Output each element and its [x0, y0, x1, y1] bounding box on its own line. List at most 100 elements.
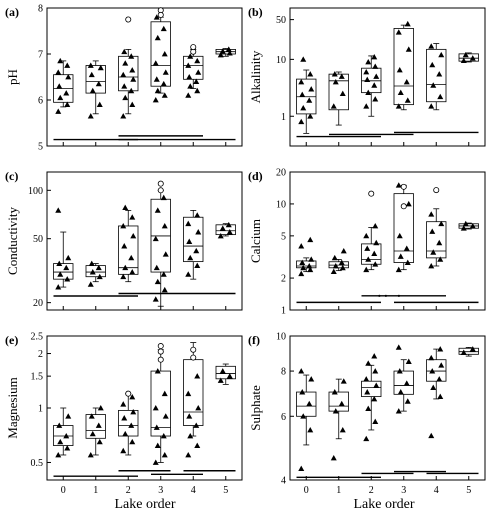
data-point — [160, 80, 167, 87]
data-point — [395, 266, 402, 273]
data-point — [306, 262, 313, 269]
x-tick-label: 5 — [466, 485, 471, 496]
data-point — [153, 264, 160, 271]
data-point — [193, 78, 200, 84]
data-point — [371, 395, 378, 402]
x-tick-label: 3 — [401, 485, 406, 496]
data-point — [298, 243, 305, 249]
data-point — [438, 51, 445, 58]
y-tick-label: 100 — [28, 186, 43, 197]
data-point — [462, 220, 469, 227]
data-point — [331, 254, 338, 261]
y-tick-label: 0.5 — [31, 458, 44, 469]
plot-frame — [46, 335, 243, 481]
box — [393, 370, 414, 395]
data-point — [129, 438, 136, 445]
data-point — [128, 87, 135, 94]
data-point — [121, 415, 128, 421]
data-point — [57, 271, 64, 277]
data-point — [161, 390, 168, 397]
data-point — [428, 262, 435, 269]
data-point — [130, 409, 137, 415]
data-point — [460, 225, 467, 231]
data-point — [404, 398, 411, 404]
box — [215, 365, 236, 380]
y-axis-title: Calcium — [248, 219, 263, 263]
y-tick-label: 50 — [276, 15, 286, 26]
data-point — [56, 422, 63, 428]
data-point — [122, 430, 129, 437]
data-point — [153, 14, 160, 20]
data-point — [185, 92, 192, 98]
box — [183, 216, 204, 263]
plot-frame — [289, 171, 486, 311]
outlier-point — [190, 44, 197, 51]
data-point — [122, 204, 129, 211]
data-point — [186, 413, 193, 419]
data-point — [154, 368, 161, 374]
data-point — [128, 422, 135, 428]
data-point — [395, 29, 402, 35]
data-point — [217, 377, 224, 383]
data-point — [298, 118, 305, 125]
data-point — [160, 271, 167, 277]
data-point — [371, 250, 378, 257]
data-point — [185, 451, 192, 458]
outlier-point — [125, 16, 132, 23]
box — [85, 414, 106, 439]
data-point — [161, 451, 168, 458]
data-point — [469, 346, 476, 352]
data-point — [130, 76, 137, 82]
data-point — [339, 90, 346, 97]
x-tick-label: 0 — [304, 485, 309, 496]
data-point — [219, 48, 226, 54]
data-point — [96, 273, 103, 280]
data-point — [365, 360, 372, 366]
data-point — [120, 71, 127, 78]
box — [215, 224, 236, 236]
data-point — [340, 378, 347, 384]
data-point — [436, 239, 443, 246]
plot-frame — [289, 335, 486, 481]
data-point — [57, 57, 64, 64]
data-point — [96, 438, 103, 445]
panel-b: 1 10 50 (b) Alkalinity — [248, 5, 486, 147]
data-point — [396, 368, 403, 374]
data-point — [364, 245, 371, 251]
data-point — [307, 266, 314, 273]
panel-d: 1 2 5 10 20 (d) Calcium — [248, 168, 486, 317]
data-point — [430, 384, 437, 391]
data-point — [88, 413, 95, 419]
data-point — [152, 235, 159, 242]
data-point — [154, 207, 161, 213]
data-point — [187, 433, 194, 439]
data-point — [363, 232, 370, 239]
data-point — [396, 67, 403, 73]
data-point — [298, 79, 305, 85]
data-point — [194, 373, 201, 379]
data-point — [332, 79, 339, 85]
data-point — [187, 254, 194, 261]
box — [393, 28, 414, 106]
panel-label: (e) — [5, 333, 18, 347]
y-tick-label: 50 — [33, 234, 43, 245]
data-point — [160, 25, 167, 32]
data-point — [88, 71, 95, 78]
data-point — [152, 296, 159, 302]
data-point — [129, 101, 136, 107]
data-point — [122, 94, 129, 101]
y-axis-title: Conductivity — [5, 207, 20, 275]
x-tick-label: 2 — [369, 485, 374, 496]
data-point — [121, 243, 128, 249]
data-point — [121, 83, 128, 89]
data-point — [332, 408, 339, 414]
data-point — [226, 229, 233, 235]
data-point — [340, 247, 347, 254]
y-tick-label: 10 — [276, 55, 286, 66]
data-point — [428, 432, 435, 439]
data-point — [161, 92, 168, 98]
outlier-point — [125, 390, 132, 397]
y-tick-label: 6 — [38, 96, 43, 107]
data-point — [428, 43, 435, 49]
data-point — [365, 405, 372, 412]
